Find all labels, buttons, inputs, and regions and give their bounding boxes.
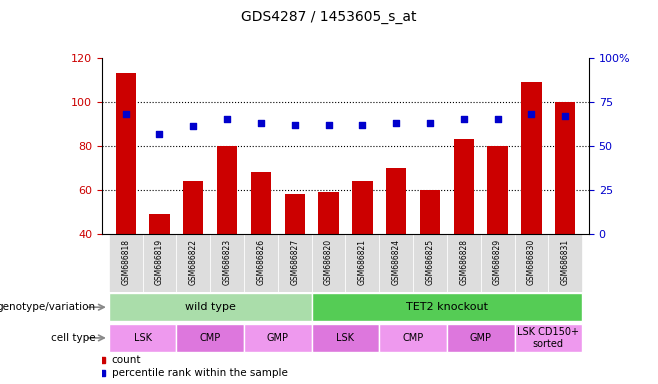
- Bar: [244, 324, 312, 352]
- Bar: [447, 234, 481, 292]
- Text: TET2 knockout: TET2 knockout: [406, 302, 488, 312]
- Point: [492, 116, 503, 122]
- Bar: [210, 234, 244, 292]
- Point: [323, 122, 334, 128]
- Bar: [312, 234, 345, 292]
- Text: GSM686827: GSM686827: [290, 239, 299, 285]
- Point: [120, 111, 131, 117]
- Text: GSM686830: GSM686830: [527, 239, 536, 285]
- Bar: [515, 324, 582, 352]
- Text: GSM686823: GSM686823: [222, 239, 232, 285]
- Text: GSM686820: GSM686820: [324, 239, 333, 285]
- Bar: [488, 146, 508, 323]
- Point: [154, 131, 164, 137]
- Text: LSK CD150+
sorted: LSK CD150+ sorted: [517, 327, 579, 349]
- Bar: [176, 234, 210, 292]
- Bar: [284, 194, 305, 323]
- Text: LSK: LSK: [134, 333, 151, 343]
- Bar: [116, 73, 136, 323]
- Text: GSM686819: GSM686819: [155, 239, 164, 285]
- Text: CMP: CMP: [403, 333, 424, 343]
- Text: genotype/variation: genotype/variation: [0, 302, 95, 312]
- Text: GMP: GMP: [470, 333, 492, 343]
- Text: GDS4287 / 1453605_s_at: GDS4287 / 1453605_s_at: [241, 10, 417, 23]
- Bar: [521, 82, 542, 323]
- Bar: [143, 234, 176, 292]
- Bar: [109, 234, 143, 292]
- Bar: [447, 324, 515, 352]
- Bar: [312, 293, 582, 321]
- Bar: [251, 172, 271, 323]
- Bar: [183, 181, 203, 323]
- Text: GSM686822: GSM686822: [189, 239, 198, 285]
- Point: [424, 120, 435, 126]
- Text: GSM686828: GSM686828: [459, 239, 468, 285]
- Text: GSM686821: GSM686821: [358, 239, 367, 285]
- Bar: [244, 234, 278, 292]
- Text: GSM686831: GSM686831: [561, 239, 570, 285]
- Bar: [345, 234, 379, 292]
- Text: GSM686824: GSM686824: [392, 239, 401, 285]
- Text: wild type: wild type: [185, 302, 236, 312]
- Bar: [548, 234, 582, 292]
- Bar: [109, 293, 312, 321]
- Point: [391, 120, 401, 126]
- Bar: [278, 234, 312, 292]
- Point: [526, 111, 537, 117]
- Bar: [515, 234, 548, 292]
- Bar: [453, 139, 474, 323]
- Point: [290, 122, 300, 128]
- Text: cell type: cell type: [51, 333, 95, 343]
- Bar: [109, 324, 176, 352]
- Bar: [413, 234, 447, 292]
- Point: [222, 116, 232, 122]
- Point: [560, 113, 570, 119]
- Text: GSM686818: GSM686818: [121, 239, 130, 285]
- Bar: [318, 192, 339, 323]
- Text: GSM686826: GSM686826: [257, 239, 265, 285]
- Bar: [176, 324, 244, 352]
- Bar: [420, 190, 440, 323]
- Bar: [217, 146, 238, 323]
- Bar: [312, 324, 379, 352]
- Bar: [481, 234, 515, 292]
- Text: LSK: LSK: [336, 333, 355, 343]
- Text: count: count: [112, 355, 141, 365]
- Bar: [149, 214, 170, 323]
- Bar: [386, 168, 407, 323]
- Bar: [352, 181, 372, 323]
- Bar: [555, 102, 575, 323]
- Point: [256, 120, 266, 126]
- Point: [459, 116, 469, 122]
- Point: [357, 122, 368, 128]
- Point: [188, 123, 199, 129]
- Text: CMP: CMP: [199, 333, 221, 343]
- Text: GSM686829: GSM686829: [493, 239, 502, 285]
- Text: GSM686825: GSM686825: [426, 239, 434, 285]
- Bar: [379, 324, 447, 352]
- Text: percentile rank within the sample: percentile rank within the sample: [112, 368, 288, 379]
- Bar: [379, 234, 413, 292]
- Text: GMP: GMP: [267, 333, 289, 343]
